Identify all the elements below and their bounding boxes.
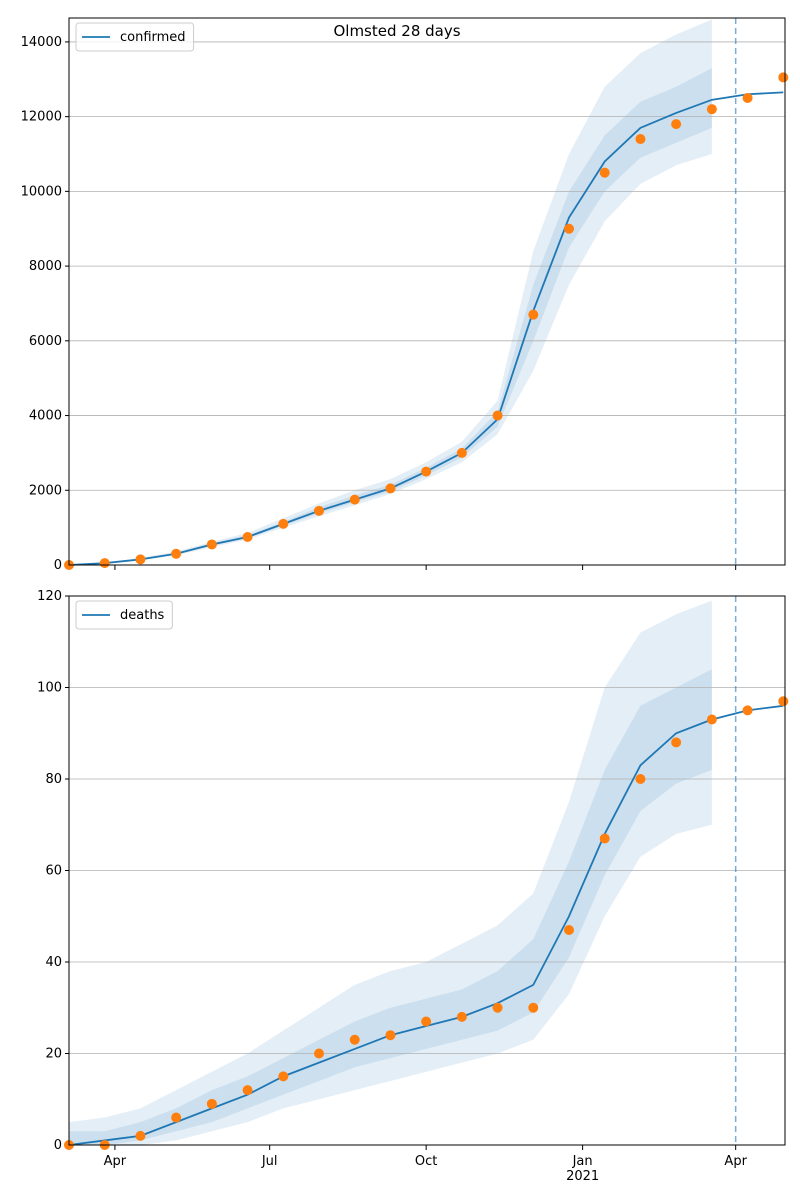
y-tick-label: 20 bbox=[45, 1047, 62, 1062]
y-tick-label: 100 bbox=[37, 681, 62, 696]
observed-point bbox=[206, 1098, 217, 1109]
plot-frame bbox=[68, 17, 786, 566]
x-tick-label: Jan 2021 bbox=[566, 1154, 599, 1184]
observed-point bbox=[278, 1071, 289, 1082]
observed-point bbox=[528, 1002, 539, 1013]
band bbox=[69, 669, 712, 1145]
observed-point bbox=[742, 705, 753, 716]
legend: confirmed bbox=[75, 22, 195, 52]
observed-point bbox=[385, 1030, 396, 1041]
observed-point bbox=[635, 134, 646, 145]
y-tick-label: 14000 bbox=[21, 35, 62, 50]
observed-point bbox=[242, 531, 253, 542]
y-tick-label: 120 bbox=[37, 589, 62, 604]
x-tick-label: Oct bbox=[415, 1154, 437, 1169]
observed-point bbox=[385, 483, 396, 494]
x-tick-label-line: Jan bbox=[572, 1154, 593, 1169]
y-tick-label: 80 bbox=[45, 772, 62, 787]
observed-point bbox=[171, 548, 182, 559]
y-tick-label: 2000 bbox=[29, 483, 62, 498]
y-tick-label: 60 bbox=[45, 864, 62, 879]
legend-box bbox=[75, 600, 173, 630]
x-tick-label-line: Apr bbox=[724, 1154, 747, 1169]
observed-point bbox=[242, 1085, 253, 1096]
x-tick-label-line: Oct bbox=[415, 1154, 437, 1169]
legend-label: confirmed bbox=[120, 30, 186, 45]
observed-point bbox=[706, 104, 717, 115]
observed-point bbox=[314, 1048, 325, 1059]
x-tick-label: Apr bbox=[724, 1154, 747, 1169]
observed-point bbox=[99, 558, 110, 569]
observed-point bbox=[599, 167, 610, 178]
y-tick-label: 10000 bbox=[21, 184, 62, 199]
observed-point bbox=[206, 539, 217, 550]
x-tick-label: Jul bbox=[261, 1154, 278, 1169]
x-tick-label-line: 2021 bbox=[566, 1169, 599, 1184]
observed-point bbox=[456, 447, 467, 458]
observed-point bbox=[492, 410, 503, 421]
band bbox=[69, 68, 712, 565]
observed-point bbox=[564, 223, 575, 234]
observed-point bbox=[635, 774, 646, 784]
observed-point bbox=[671, 119, 682, 130]
observed-point bbox=[564, 924, 575, 935]
y-tick-label: 6000 bbox=[29, 334, 62, 349]
observed-point bbox=[742, 92, 753, 103]
legend-label: deaths bbox=[120, 608, 165, 623]
observed-point bbox=[135, 554, 146, 565]
x-tick-label-line: Apr bbox=[104, 1154, 127, 1169]
observed-point bbox=[599, 833, 610, 844]
legend-box bbox=[75, 22, 195, 52]
y-tick-label: 40 bbox=[45, 955, 62, 970]
y-tick-label: 0 bbox=[54, 558, 62, 573]
band bbox=[69, 19, 712, 566]
plot-frame bbox=[68, 595, 786, 1146]
observed-point bbox=[314, 505, 325, 516]
legend: deaths bbox=[75, 600, 173, 630]
x-tick-label: Apr bbox=[104, 1154, 127, 1169]
observed-point bbox=[421, 1016, 432, 1027]
observed-point bbox=[135, 1130, 146, 1141]
y-tick-label: 0 bbox=[54, 1138, 62, 1153]
band bbox=[69, 600, 712, 1145]
observed-point bbox=[421, 466, 432, 477]
observed-point bbox=[349, 1034, 360, 1045]
observed-point bbox=[492, 1002, 503, 1013]
observed-point bbox=[778, 696, 789, 707]
observed-point bbox=[278, 518, 289, 529]
x-tick-label-line: Jul bbox=[261, 1154, 278, 1169]
observed-point bbox=[778, 72, 789, 83]
observed-point bbox=[171, 1112, 182, 1123]
observed-point bbox=[671, 737, 682, 748]
y-tick-label: 8000 bbox=[29, 259, 62, 274]
observed-point bbox=[706, 714, 717, 725]
observed-point bbox=[349, 494, 360, 505]
observed-point bbox=[528, 309, 539, 320]
observed-point bbox=[456, 1011, 467, 1022]
chart-title: Olmsted 28 days bbox=[333, 22, 460, 40]
y-tick-label: 4000 bbox=[29, 409, 62, 424]
y-tick-label: 12000 bbox=[21, 110, 62, 125]
